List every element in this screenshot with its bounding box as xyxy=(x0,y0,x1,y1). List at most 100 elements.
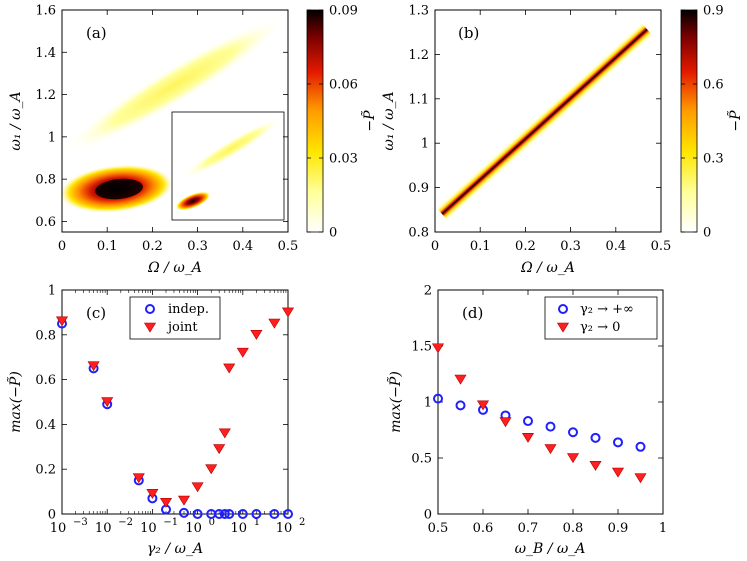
series-d-point-1 xyxy=(454,374,467,385)
axes-c-frame xyxy=(61,289,289,515)
axes-d-xtick-label: 0.6 xyxy=(473,521,494,536)
legend-d-label-1: γ₂ → 0 xyxy=(580,320,620,335)
series-d-point-1 xyxy=(521,433,535,443)
series-c-point-0 xyxy=(192,509,203,519)
colorbar-a-tick-label: 0 xyxy=(329,226,337,241)
axes-c-xtick-label: 10 xyxy=(50,521,67,536)
colorbar-a-ticks: 0 0.03 0.06 0.09 xyxy=(307,4,358,241)
panel-c-tag: (c) xyxy=(86,304,106,322)
colorbar-a-label: −P̃ xyxy=(360,110,378,132)
axes-c-xticks: 10 −3 10 −2 10 −1 10 0 10 1 10 2 xyxy=(50,290,305,536)
axes-b-xtick-label: 0.4 xyxy=(605,239,626,254)
axes-c-marks xyxy=(55,307,295,519)
heatmap-a-inset-band xyxy=(182,117,282,179)
colorbar-a-tick-label: 0.09 xyxy=(329,4,358,19)
series-c-point-0 xyxy=(237,509,248,519)
axes-a-xtick-label: 0 xyxy=(58,239,66,254)
panel-d-scatter: (d) 0.5 0.6 0.7 0.8 0.9 1 00.511.52 γ₂ → +∞ γ… xyxy=(386,284,667,558)
legend-c-marker-0 xyxy=(145,304,155,314)
axes-d-ytick-label: 0 xyxy=(424,508,432,523)
axes-c-xlabel: γ₂ / ω_A xyxy=(147,541,203,557)
heatmap-a-band xyxy=(64,17,286,153)
axes-b-xlabel: Ω / ω_A xyxy=(520,260,575,276)
series-d-point-0 xyxy=(433,393,443,404)
axes-a-xtick-label: 0.4 xyxy=(232,239,253,254)
panel-b-heatmap: (b) 0 0.1 0.2 0.3 0.4 0.5 0.8 0.9 1 1.1 1.2 1.3 Ω … xyxy=(381,4,744,277)
panel-c-scatter: (c) 10 −3 10 −2 10 −1 10 0 10 1 10 2 00.20.40.60.81… xyxy=(6,284,305,558)
axes-a-ytick-label: 1.4 xyxy=(35,46,56,61)
series-c-point-1 xyxy=(218,428,231,439)
axes-b-xticks: 0 0.1 0.2 0.3 0.4 0.5 xyxy=(431,10,671,254)
axes-b-ytick-label: 0.9 xyxy=(408,181,429,196)
axes-c-xtick-label: 10 xyxy=(95,521,112,536)
axes-a-xtick-label: 0.1 xyxy=(97,239,118,254)
axes-d-ytick-label: 1 xyxy=(424,396,432,411)
axes-a-ylabel: ω₁ / ω_A xyxy=(8,91,24,150)
legend-d: γ₂ → +∞ γ₂ → 0 xyxy=(544,296,658,340)
axes-a-ytick-label: 1.6 xyxy=(35,4,56,19)
series-d-point-1 xyxy=(589,461,602,471)
axes-a-xtick-label: 0.5 xyxy=(278,239,299,254)
axes-b-ylabel: ω₁ / ω_A xyxy=(381,91,397,150)
axes-b-xtick-label: 0.3 xyxy=(560,239,581,254)
axes-b-xtick-label: 0.1 xyxy=(470,239,491,254)
axes-d-ytick-label: 0.5 xyxy=(411,452,432,467)
series-d-point-1 xyxy=(634,473,647,484)
series-c-point-1 xyxy=(55,316,69,327)
colorbar-b-tick-label: 0 xyxy=(703,226,711,241)
heatmap-a-image xyxy=(62,17,286,221)
axes-d-ylabel: max(−P̃) xyxy=(386,371,404,433)
axes-c-ytick-label: 0.4 xyxy=(35,418,56,433)
axes-b-yticks: 0.8 0.9 1 1.1 1.2 1.3 xyxy=(408,4,661,241)
axes-c-ytick-label: 0.2 xyxy=(35,463,56,478)
axes-a-xtick-label: 0.2 xyxy=(142,239,163,254)
series-d-point-0 xyxy=(635,441,646,452)
axes-c-xtick-label: 10 xyxy=(276,521,293,536)
legend-c: indep. joint xyxy=(129,296,221,340)
series-c-point-1 xyxy=(250,330,263,340)
axes-b-xtick-label: 0.5 xyxy=(651,239,672,254)
legend-c-label-1: joint xyxy=(166,320,198,335)
axes-c-ytick-label: 1 xyxy=(48,284,56,299)
series-c-point-0 xyxy=(269,509,280,519)
axes-c-ytick-label: 0.8 xyxy=(35,328,56,343)
series-d-point-1 xyxy=(499,417,512,428)
series-c-point-0 xyxy=(214,509,225,519)
axes-d-marks xyxy=(431,343,647,484)
axes-d-yticks: 0 0.5 1 1.5 2 xyxy=(411,284,663,523)
heatmap-b-ridge xyxy=(435,22,654,221)
axes-a-ytick-label: 1 xyxy=(48,130,56,145)
panel-d-tag: (d) xyxy=(462,304,483,322)
series-c-point-0 xyxy=(178,507,189,518)
series-c-point-0 xyxy=(251,509,262,519)
series-c-point-1 xyxy=(223,363,236,374)
series-c-point-0 xyxy=(283,509,293,519)
series-d-point-0 xyxy=(523,416,533,427)
heatmap-a-inset-blob xyxy=(175,191,211,211)
axes-c-xtick-exponent: 0 xyxy=(209,517,215,528)
axes-c-ytick-label: 0 xyxy=(48,508,56,523)
axes-c-xtick-exponent: 1 xyxy=(254,517,260,528)
series-c-point-1 xyxy=(205,464,218,475)
legend-d-label-0: γ₂ → +∞ xyxy=(580,302,634,317)
colorbar-b-tick-label: 0.9 xyxy=(703,4,724,19)
axes-d-ytick-label: 1.5 xyxy=(411,340,432,355)
series-d-point-0 xyxy=(568,427,578,438)
axes-b-ytick-label: 1.2 xyxy=(408,48,429,63)
series-c-point-0 xyxy=(219,509,230,519)
series-c-point-1 xyxy=(159,498,173,508)
axes-d-xlabel: ω_B / ω_A xyxy=(515,541,586,557)
axes-c-xtick-exponent: 2 xyxy=(299,517,305,528)
axes-c-xtick-label: 10 xyxy=(140,521,157,536)
axes-d-xticks: 0.5 0.6 0.7 0.8 0.9 1 xyxy=(428,290,667,536)
axes-b-ytick-label: 1 xyxy=(421,137,429,152)
axes-d-xtick-label: 0.9 xyxy=(608,521,629,536)
colorbar-a-tick-label: 0.06 xyxy=(329,78,358,93)
axes-a-ytick-label: 0.6 xyxy=(35,215,56,230)
axes-c-xtick-exponent: −1 xyxy=(163,517,178,528)
series-c-point-1 xyxy=(191,482,204,493)
series-c-point-1 xyxy=(236,347,249,358)
series-c-point-1 xyxy=(132,473,145,484)
axes-c-xtick-label: 10 xyxy=(231,521,248,536)
